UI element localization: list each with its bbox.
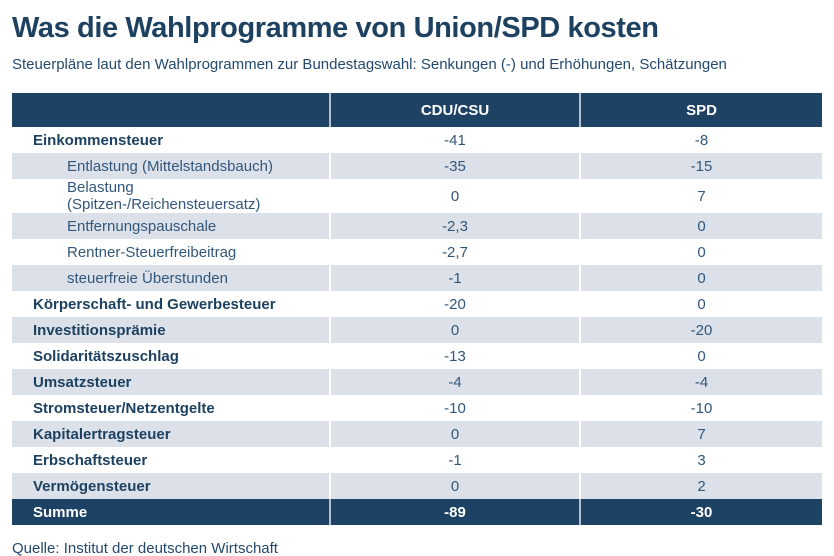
column-header-spd: SPD	[579, 93, 822, 128]
table-row: Einkommensteuer -41 -8	[12, 127, 822, 154]
row-label: Rentner-Steuerfreibeitrag	[67, 243, 237, 261]
table-row: Umsatzsteuer -4 -4	[12, 369, 822, 396]
spd-value: -4	[579, 369, 822, 396]
cdu-csu-value: 0	[329, 179, 580, 214]
page-subtitle: Steuerpläne laut den Wahlprogrammen zur …	[12, 56, 727, 74]
cdu-csu-value: -20	[329, 291, 580, 318]
table-footer: Summe -89 -30	[12, 499, 822, 526]
table-row: Investitionsprämie 0 -20	[12, 317, 822, 344]
tax-plan-table: CDU/CSU SPD Einkommensteuer -41 -8 Entlastu…	[12, 93, 822, 526]
cdu-csu-value: -35	[329, 153, 580, 180]
spd-value: 7	[579, 179, 822, 214]
table-row: Entfernungspauschale -2,3 0	[12, 213, 822, 240]
table-row: Kapitalertragsteuer 0 7	[12, 421, 822, 448]
table-row: Solidaritätszuschlag -13 0	[12, 343, 822, 370]
row-label: steuerfreie Überstunden	[12, 265, 330, 292]
total-spd-value: -30	[579, 499, 822, 526]
header-row: CDU/CSU SPD	[12, 93, 822, 128]
cdu-csu-value: -1	[329, 265, 580, 292]
source-note: Quelle: Institut der deutschen Wirtschaf…	[12, 540, 278, 556]
cdu-csu-value: -10	[329, 395, 580, 422]
total-label: Summe	[12, 499, 330, 526]
row-label: Kapitalertragsteuer	[12, 421, 330, 448]
spd-value: 0	[579, 239, 822, 266]
spd-value: 7	[579, 421, 822, 448]
spd-value: 0	[579, 213, 822, 240]
spd-value: -8	[579, 127, 822, 154]
cdu-csu-value: -41	[329, 127, 580, 154]
table-row: steuerfreie Überstunden -1 0	[12, 265, 822, 292]
column-header-label	[12, 93, 330, 128]
spd-value: 2	[579, 473, 822, 500]
row-label: Belastung (Spitzen-/Reichensteuersatz)	[67, 179, 261, 214]
table-row: Erbschaftsteuer -1 3	[12, 447, 822, 474]
row-label: Entfernungspauschale	[12, 213, 330, 240]
row-label: Solidaritätszuschlag	[33, 347, 179, 365]
spd-value: -15	[579, 153, 822, 180]
column-header-cdu-csu: CDU/CSU	[329, 93, 580, 128]
row-label: Investitionsprämie	[12, 317, 330, 344]
row-label: Entlastung (Mittelstandsbauch)	[12, 153, 330, 180]
page-title: Was die Wahlprogramme von Union/SPD kost…	[12, 12, 659, 44]
table-row: Belastung (Spitzen-/Reichensteuersatz) 0 7	[12, 179, 822, 214]
cdu-csu-value: 0	[329, 473, 580, 500]
cdu-csu-value: -4	[329, 369, 580, 396]
row-label: Einkommensteuer	[33, 131, 164, 149]
cdu-csu-value: 0	[329, 317, 580, 344]
table-header: CDU/CSU SPD	[12, 93, 822, 128]
total-cdu-csu-value: -89	[329, 499, 580, 526]
cdu-csu-value: -13	[329, 343, 580, 370]
cdu-csu-value: -1	[329, 447, 580, 474]
table-row: Stromsteuer/Netzentgelte -10 -10	[12, 395, 822, 422]
spd-value: -10	[579, 395, 822, 422]
table-row: Rentner-Steuerfreibeitrag -2,7 0	[12, 239, 822, 266]
cdu-csu-value: 0	[329, 421, 580, 448]
spd-value: 0	[579, 265, 822, 292]
row-label: Körperschaft- und Gewerbesteuer	[33, 295, 276, 313]
total-row: Summe -89 -30	[12, 499, 822, 526]
row-label: Vermögensteuer	[12, 473, 330, 500]
spd-value: -20	[579, 317, 822, 344]
spd-value: 0	[579, 343, 822, 370]
row-label: Erbschaftsteuer	[33, 451, 148, 469]
table-row: Entlastung (Mittelstandsbauch) -35 -15	[12, 153, 822, 180]
cdu-csu-value: -2,7	[329, 239, 580, 266]
row-label: Umsatzsteuer	[12, 369, 330, 396]
spd-value: 0	[579, 291, 822, 318]
cdu-csu-value: -2,3	[329, 213, 580, 240]
row-label: Stromsteuer/Netzentgelte	[33, 399, 215, 417]
table-body: Einkommensteuer -41 -8 Entlastung (Mittelst…	[12, 127, 822, 500]
table-row: Vermögensteuer 0 2	[12, 473, 822, 500]
table-row: Körperschaft- und Gewerbesteuer -20 0	[12, 291, 822, 318]
spd-value: 3	[579, 447, 822, 474]
